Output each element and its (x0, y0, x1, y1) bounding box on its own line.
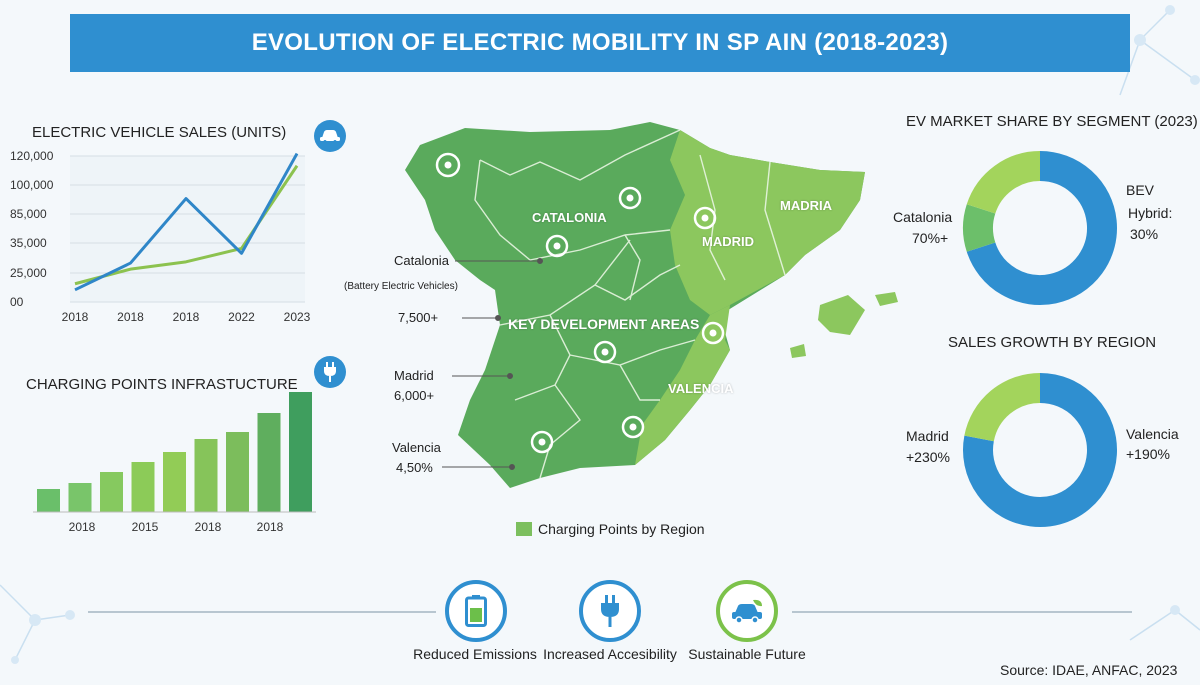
map-island-ibiza (790, 344, 806, 358)
sales-y-tick: 25,000 (10, 266, 47, 280)
donut-slice (966, 151, 1041, 215)
sales-x-tick: 2023 (284, 310, 311, 324)
callout-madrid: Madrid (394, 368, 434, 383)
charging-bar (100, 472, 123, 512)
sales-y-tick: 85,000 (10, 207, 47, 221)
map-legend-label: Charging Points by Region (538, 521, 705, 537)
callout-madrid-value: 6,000+ (394, 388, 435, 403)
footer-label-sustainable-future: Sustainable Future (688, 646, 806, 662)
map-center-label: KEY DEVELOPMENT AREAS (508, 316, 700, 332)
charging-bar (257, 413, 281, 512)
map-label-madrid: MADRID (702, 234, 754, 249)
callout-bev: (Battery Electric Vehicles) (344, 281, 458, 292)
page-title: EVOLUTION OF ELECTRIC MOBILITY IN SP AIN… (70, 14, 1130, 72)
map-region-valencia (635, 305, 730, 465)
map-pins (435, 152, 725, 454)
donut-slice (963, 373, 1117, 527)
share-donut-chart (963, 151, 1117, 305)
sales-x-tick: 2018 (173, 310, 200, 324)
growth-chart-title: SALES GROWTH BY REGION (948, 334, 1157, 351)
growth-left-label: Madrid (906, 428, 949, 444)
donut-slice (963, 204, 996, 252)
share-right-value: 30% (1130, 226, 1159, 242)
share-right-label-2: Hybrid: (1128, 205, 1173, 221)
charging-x-tick: 2015 (132, 520, 159, 534)
charging-bar (194, 439, 218, 512)
callout-valencia: Valencia (392, 440, 441, 455)
growth-right-label: Valencia (1126, 426, 1179, 442)
map-region-east (670, 130, 865, 315)
share-right-label-1: BEV (1126, 182, 1155, 198)
eco-car-icon (716, 580, 778, 642)
sales-x-tick: 2018 (117, 310, 144, 324)
plug-icon (579, 580, 641, 642)
plug-icon (314, 356, 346, 388)
growth-left-value: +230% (906, 449, 950, 465)
charging-x-tick: 2018 (257, 520, 284, 534)
donut-slice (966, 151, 1117, 305)
sales-chart-title: ELECTRIC VEHICLE SALES (UNITS) (32, 124, 287, 141)
sales-y-tick: 00 (10, 295, 24, 309)
sales-plot-area (70, 156, 305, 302)
charging-bar-chart: 2018 2015 2018 2018 (33, 392, 316, 534)
sales-x-tick: 2018 (62, 310, 89, 324)
charging-bar (68, 483, 92, 512)
map-label-madria: MADRIA (780, 198, 832, 213)
sales-y-tick: 35,000 (10, 236, 47, 250)
footer-divider-left (88, 611, 436, 613)
growth-donut-chart (963, 373, 1117, 527)
map-label-valencia: VALENCIA (668, 381, 734, 396)
charging-bar (131, 462, 155, 512)
sales-y-tick: 100,000 (10, 178, 54, 192)
charging-x-tick: 2018 (195, 520, 222, 534)
share-left-value: 70%+ (912, 230, 949, 246)
map-island-menorca (875, 292, 898, 306)
sales-series-line (74, 152, 299, 292)
source-note: Source: IDAE, ANFAC, 2023 (1000, 662, 1178, 678)
sales-x-tick: 2022 (228, 310, 255, 324)
charging-bar (37, 489, 60, 512)
charging-bar (226, 432, 249, 512)
callout-catalonia-value: 7,500+ (398, 310, 439, 325)
map-label-catalonia: CATALONIA (532, 210, 607, 225)
footer-label-increased-accessibility: Increased Accesibility (543, 646, 677, 662)
callout-valencia-value: 4,50% (396, 460, 433, 475)
sales-y-tick: 120,000 (10, 149, 54, 163)
donut-slice (964, 373, 1041, 442)
footer-divider-right (792, 611, 1132, 613)
charging-bar (289, 392, 312, 512)
charging-chart-title: CHARGING POINTS INFRASTUCTURE (26, 376, 298, 393)
callout-catalonia: Catalonia (394, 253, 449, 268)
charging-x-tick: 2018 (69, 520, 96, 534)
charging-bar (163, 452, 186, 512)
share-chart-title: EV MARKET SHARE BY SEGMENT (2023) (906, 113, 1198, 130)
footer-label-reduced-emissions: Reduced Emissions (413, 646, 537, 662)
map-legend-swatch (516, 522, 532, 536)
battery-icon (445, 580, 507, 642)
car-icon (314, 120, 346, 152)
share-left-label: Catalonia (893, 209, 953, 225)
spain-map (405, 122, 898, 488)
growth-right-value: +190% (1126, 446, 1170, 462)
sales-line-chart: 120,000 100,000 85,000 35,000 25,000 00 2018 20… (10, 149, 311, 324)
map-island-mallorca (818, 295, 865, 335)
